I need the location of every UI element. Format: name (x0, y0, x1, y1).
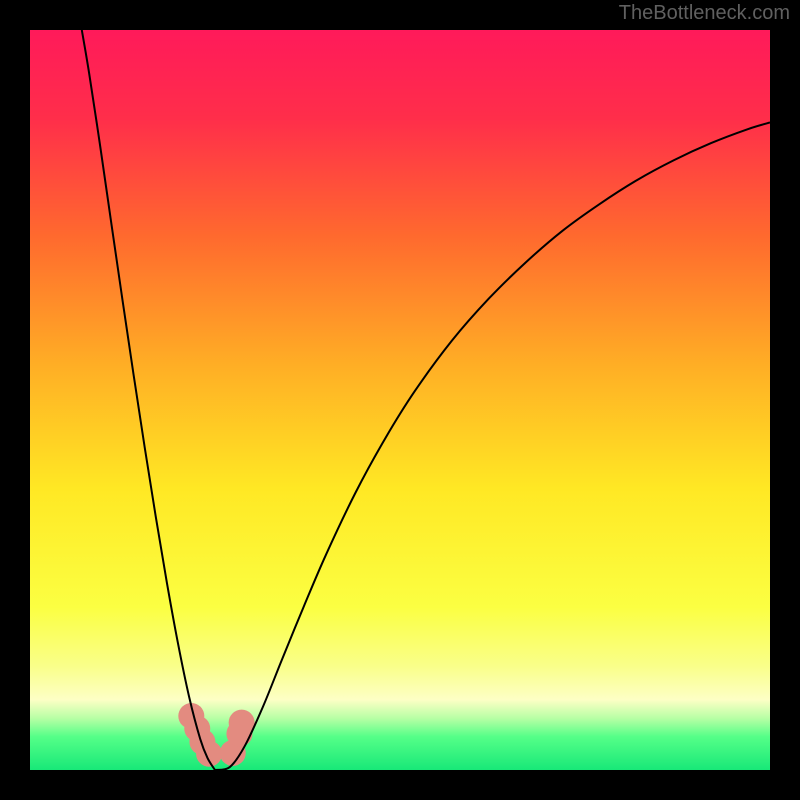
chart-root: TheBottleneck.com (0, 0, 800, 800)
watermark-text: TheBottleneck.com (619, 2, 790, 25)
gradient-background (30, 30, 770, 770)
plot-svg (30, 30, 770, 770)
plot-area (30, 30, 770, 770)
